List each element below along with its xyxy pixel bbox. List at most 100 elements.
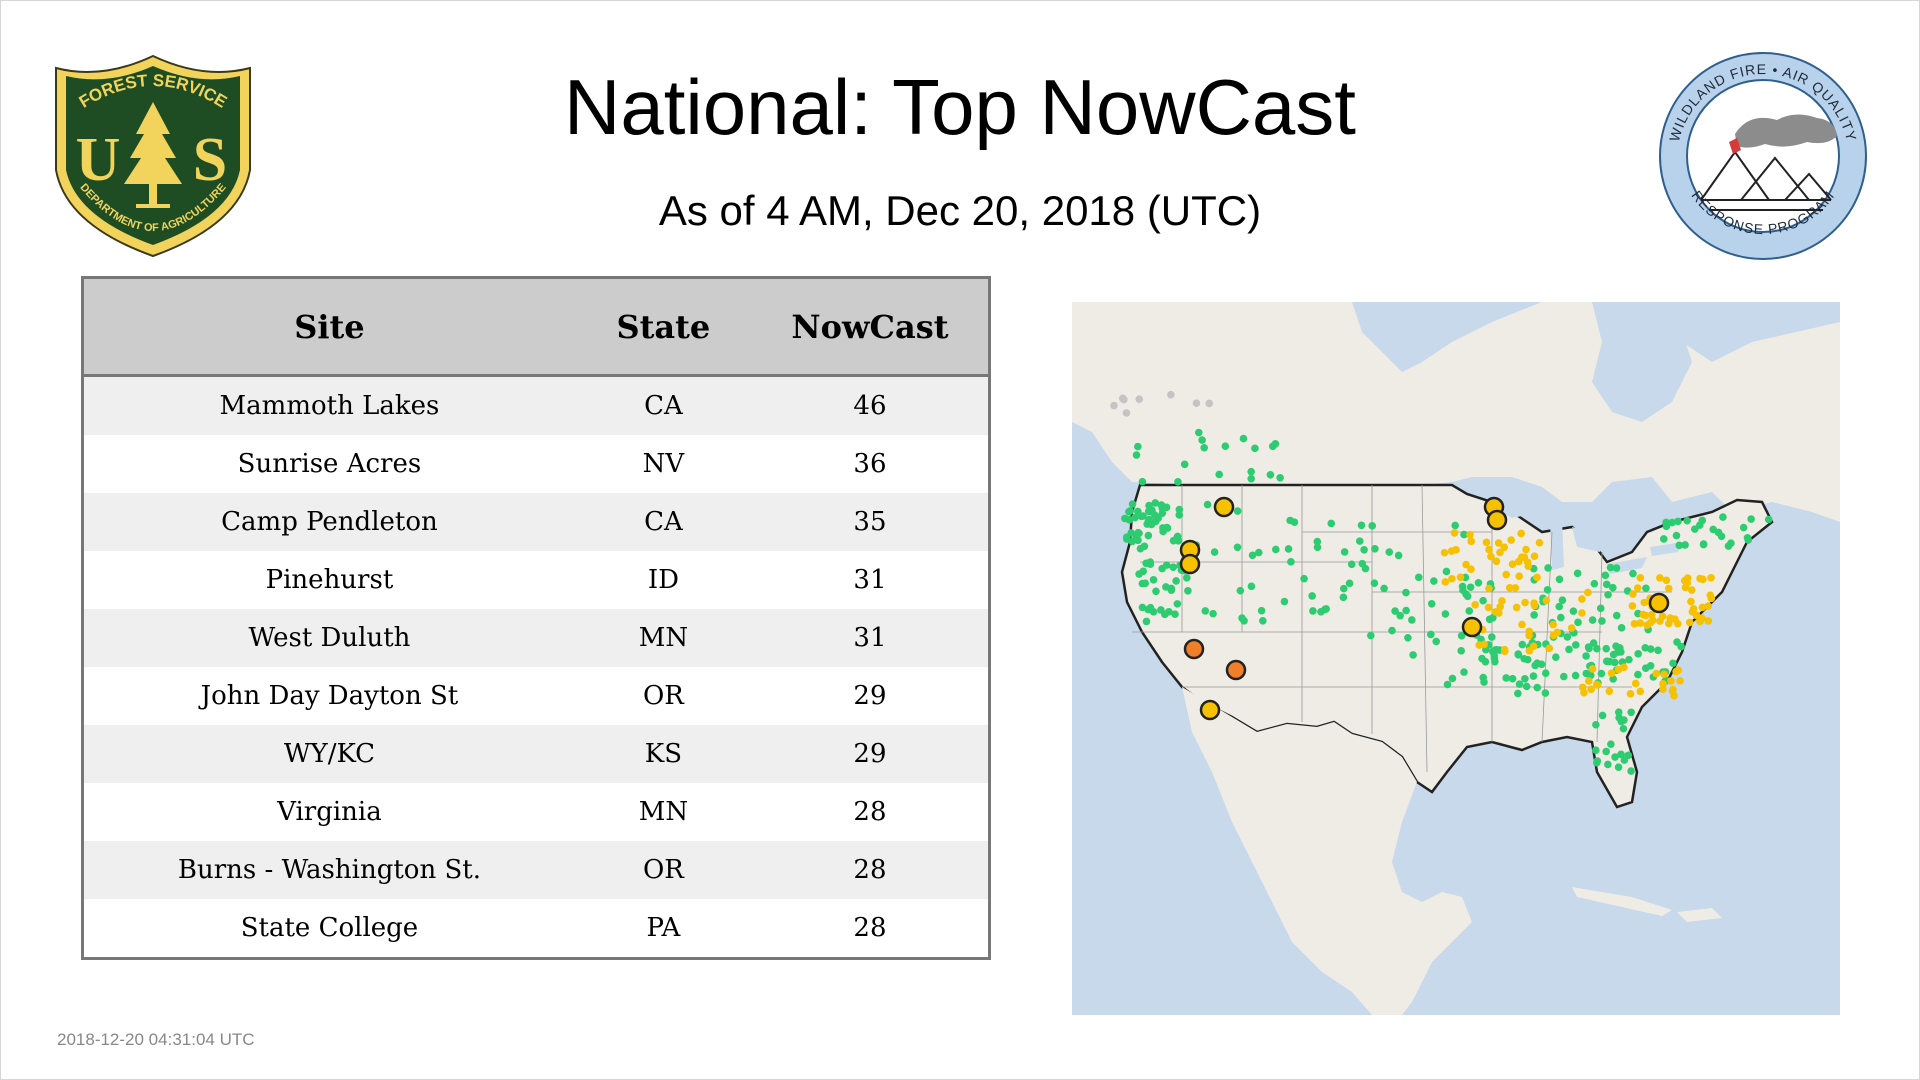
monitor-dot-good: [1607, 740, 1615, 748]
monitor-dot-moderate: [1667, 677, 1675, 685]
cell-nowcast: 28: [751, 841, 990, 899]
monitor-dot-moderate: [1704, 617, 1713, 625]
monitor-dot-good: [1151, 499, 1160, 507]
monitor-dot-good: [1739, 523, 1748, 532]
generated-timestamp: 2018-12-20 04:31:04 UTC: [57, 1030, 255, 1049]
monitor-dot-moderate: [1498, 597, 1506, 605]
monitor-dot-moderate: [1529, 642, 1538, 651]
monitor-dot-good: [1541, 689, 1550, 697]
table-row: State College PA 28: [82, 899, 990, 959]
monitor-dot-good: [1257, 606, 1266, 615]
monitor-dot-good: [1210, 548, 1219, 556]
monitor-dot-moderate: [1567, 624, 1576, 632]
monitor-dot-good: [1148, 506, 1156, 515]
monitor-dot-good: [1596, 604, 1605, 613]
monitor-dot-moderate: [1512, 603, 1521, 612]
column-header-site: Site: [82, 277, 575, 377]
monitor-dot-good: [1149, 575, 1158, 584]
monitor-dot-good: [1515, 680, 1524, 688]
map-cuba: [1572, 887, 1672, 916]
cell-state: ID: [574, 551, 752, 609]
monitor-dot-good: [1606, 563, 1615, 572]
monitor-dot-moderate: [1676, 677, 1684, 685]
monitor-dot-good: [1619, 724, 1628, 733]
monitor-dot-moderate: [1652, 669, 1661, 678]
monitor-dot-good: [1385, 548, 1394, 556]
monitor-dot-good: [1175, 511, 1184, 519]
monitor-dot-good: [1709, 525, 1717, 534]
monitor-dot-moderate: [1588, 665, 1597, 673]
monitor-dot-nodata: [1135, 395, 1144, 404]
monitor-dot-good: [1358, 559, 1367, 568]
monitor-dot-moderate: [1580, 688, 1588, 697]
pine-tree-icon: [124, 102, 182, 208]
monitor-dot-good: [1617, 624, 1626, 632]
monitor-dot-moderate: [1505, 583, 1514, 592]
monitor-dot-good: [1138, 477, 1147, 486]
monitor-dot-good: [1165, 608, 1173, 616]
svg-text:S: S: [193, 126, 227, 194]
monitor-dot-good: [1674, 517, 1682, 526]
monitor-dot-good: [1144, 531, 1153, 540]
monitor-dot-good: [1614, 708, 1623, 716]
monitor-dot-good: [1514, 650, 1522, 658]
cell-nowcast: 31: [751, 609, 990, 667]
monitor-dot-moderate: [1662, 576, 1671, 585]
monitor-dot-good: [1612, 642, 1620, 650]
monitor-dot-moderate: [1629, 590, 1637, 598]
cell-nowcast: 29: [751, 667, 990, 725]
monitor-dot-good: [1641, 644, 1650, 652]
monitor-dot-good: [1672, 531, 1681, 540]
monitor-dot-good: [1602, 747, 1610, 756]
monitor-dot-good: [1268, 442, 1277, 451]
monitor-dot-good: [1480, 678, 1488, 686]
monitor-highlight-moderate: [1648, 592, 1670, 614]
monitor-dot-moderate: [1696, 617, 1704, 626]
monitor-dot-good: [1610, 658, 1619, 667]
monitor-dot-moderate: [1696, 574, 1704, 583]
monitor-dot-moderate: [1467, 537, 1475, 546]
monitor-dot-good: [1432, 637, 1441, 646]
monitor-dot-good: [1236, 586, 1245, 595]
monitor-dot-good: [1184, 586, 1192, 595]
monitor-dot-moderate: [1633, 584, 1642, 592]
monitor-dot-good: [1276, 473, 1284, 482]
monitor-dot-good: [1442, 567, 1451, 576]
monitor-dot-good: [1451, 521, 1459, 530]
monitor-highlight-moderate: [1461, 616, 1483, 638]
monitor-dot-moderate: [1698, 603, 1707, 612]
monitor-dot-good: [1555, 602, 1564, 611]
monitor-dot-good: [1491, 646, 1500, 654]
us-air-quality-map[interactable]: [1072, 302, 1840, 1015]
monitor-dot-moderate: [1704, 602, 1712, 610]
monitor-dot-moderate: [1480, 640, 1488, 649]
monitor-dot-moderate: [1530, 552, 1539, 561]
table-row: Camp Pendleton CA 35: [82, 493, 990, 551]
monitor-dot-good: [1719, 513, 1727, 521]
monitor-dot-moderate: [1687, 586, 1696, 594]
monitor-dot-good: [1588, 616, 1597, 624]
monitor-dot-good: [1565, 645, 1573, 654]
monitor-dot-good: [1629, 569, 1637, 578]
monitor-dot-good: [1137, 512, 1146, 521]
monitor-dot-good: [1171, 610, 1179, 618]
map-mexico-land: [1182, 687, 1472, 1015]
monitor-dot-moderate: [1507, 536, 1515, 544]
monitor-dot-good: [1617, 717, 1626, 726]
page-subtitle: As of 4 AM, Dec 20, 2018 (UTC): [658, 187, 1262, 234]
monitor-dot-good: [1552, 653, 1560, 662]
monitor-dot-good: [1521, 674, 1529, 683]
monitor-dot-moderate: [1647, 618, 1655, 627]
monitor-dot-moderate: [1681, 583, 1690, 592]
column-header-nowcast: NowCast: [751, 277, 990, 377]
monitor-dot-moderate: [1502, 570, 1510, 579]
monitor-dot-moderate: [1707, 594, 1716, 603]
monitor-dot-good: [1531, 661, 1539, 670]
monitor-dot-good: [1209, 609, 1217, 618]
monitor-dot-good: [1259, 616, 1267, 625]
monitor-dot-good: [1662, 518, 1670, 527]
monitor-dot-moderate: [1462, 560, 1470, 569]
monitor-dot-moderate: [1492, 557, 1501, 566]
monitor-dot-good: [1414, 573, 1423, 582]
monitor-dot-good: [1743, 533, 1752, 542]
